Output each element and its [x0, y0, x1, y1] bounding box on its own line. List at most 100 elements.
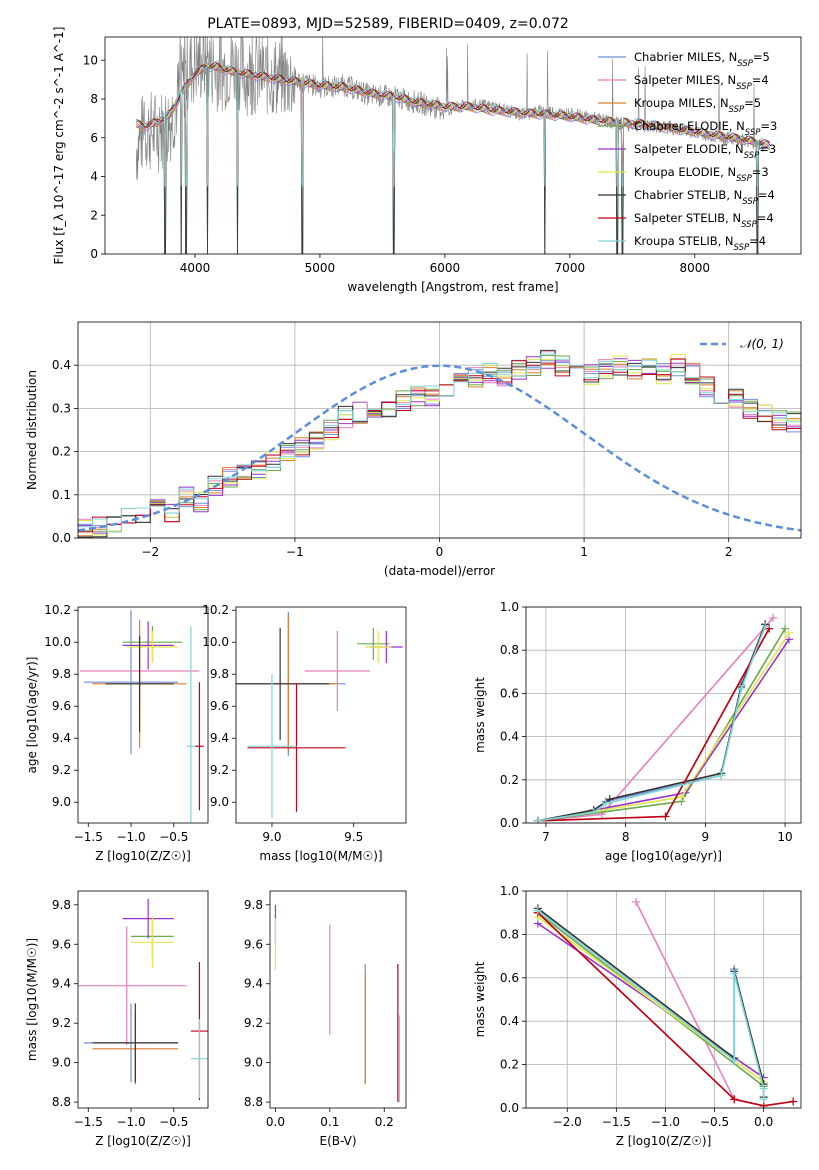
legend-label: Salpeter MILES, NSSP=4	[634, 73, 769, 92]
plus-marker	[661, 812, 670, 821]
y-tick-label: 9.6	[52, 699, 71, 713]
x-tick-label: −1.5	[602, 1115, 631, 1129]
errorbar-point	[83, 610, 179, 755]
spectrum-model-line	[135, 66, 771, 254]
y-tick-label: 0.2	[500, 1058, 519, 1072]
cumulative-mass-vs-Z-panel: −2.0 −1.5 −1.0 −0.5 0.0 0.0 0.2 0.4 0.6 0.8 1.0 Z […	[473, 884, 802, 1148]
age-vs-Z-frame	[77, 606, 209, 824]
x-tick-label: −1.0	[116, 830, 145, 844]
plus-marker	[759, 1084, 768, 1093]
x-tick-label: 0	[436, 545, 444, 559]
y-tick-label: 9.0	[52, 1056, 71, 1070]
plus-marker	[677, 793, 686, 802]
histogram-step-line	[78, 355, 801, 532]
spectrum-legend: Chabrier MILES, NSSP=5 Salpeter MILES, NS…	[598, 50, 777, 253]
x-tick-label: −0.5	[700, 1115, 729, 1129]
y-tick-label: 9.6	[52, 937, 71, 951]
legend-label: 𝒩(0, 1)	[740, 337, 784, 351]
plus-marker	[789, 1097, 798, 1106]
x-axis-label: Z [log10(Z/Z☉)]	[616, 1134, 712, 1148]
y-tick-label: 9.8	[244, 898, 263, 912]
y-tick-label: 8.8	[52, 1095, 71, 1109]
x-tick-label: −1	[286, 545, 304, 559]
spectrum-frame	[104, 36, 802, 255]
x-axis-label: age [log10(age/yr)]	[605, 849, 722, 863]
y-tick-label: 9.8	[52, 667, 71, 681]
age-vs-mass-plot-area	[236, 611, 403, 819]
y-tick-label: 1.0	[500, 884, 519, 898]
y-tick-label: 4	[90, 170, 98, 184]
x-tick-label: −0.5	[159, 830, 188, 844]
y-tick-label: 9.8	[210, 667, 229, 681]
x-tick-label: 9	[702, 830, 710, 844]
y-tick-label: 10.0	[202, 635, 229, 649]
x-tick-label: −1.0	[116, 1115, 145, 1129]
y-tick-label: 9.6	[210, 699, 229, 713]
cumulative-mass-vs-Z-plot-area	[533, 897, 798, 1108]
y-tick-label: 10.2	[202, 603, 229, 617]
x-tick-label: 9.5	[344, 830, 363, 844]
gaussian-curve	[78, 364, 801, 532]
y-tick-label: 9.2	[210, 763, 229, 777]
spectrum-panel: 4000 5000 6000 7000 8000 0 2 4 6 8 10 wavelength [A…	[52, 16, 802, 294]
plus-marker	[781, 624, 790, 633]
mass-vs-Z-frame	[77, 890, 209, 1109]
histogram-step-line	[78, 356, 801, 534]
x-tick-label: 9.0	[262, 830, 281, 844]
y-tick-label: 0.4	[52, 358, 71, 372]
y-tick-label: 9.8	[52, 898, 71, 912]
plus-marker	[759, 1095, 768, 1104]
cumulative-line	[537, 912, 794, 1107]
x-tick-label: −2.0	[553, 1115, 582, 1129]
plus-marker	[769, 613, 778, 622]
y-tick-label: 8.8	[244, 1095, 263, 1109]
cumulative-mass-vs-Z-frame	[525, 890, 802, 1109]
errorbar-point	[247, 674, 297, 819]
x-tick-label: −2	[141, 545, 159, 559]
mass-vs-ebv-plot-area	[274, 904, 401, 1103]
cumulative-mass-vs-age-frame	[525, 606, 802, 824]
mass-vs-Z-plot-area	[78, 898, 208, 1101]
plus-marker	[533, 906, 542, 915]
y-tick-label: 0.2	[52, 445, 71, 459]
y-tick-label: 0.1	[52, 488, 71, 502]
y-tick-label: 2	[90, 208, 98, 222]
plus-marker	[717, 771, 726, 780]
x-tick-label: 8000	[680, 261, 711, 275]
y-tick-label: 9.2	[52, 763, 71, 777]
plus-marker	[589, 808, 598, 817]
histogram-step-line	[78, 358, 801, 533]
age-vs-Z-panel: −1.5 −1.0 −0.5 9.0 9.2 9.4 9.6 9.8 10.0 10.2 Z [lo…	[25, 603, 209, 863]
x-tick-label: 7000	[555, 261, 586, 275]
errorbar-point	[356, 627, 390, 660]
age-vs-mass-panel: 9.0 9.5 9.0 9.2 9.4 9.6 9.8 10.0 10.2 mass [log10…	[202, 603, 407, 863]
y-tick-label: 9.2	[52, 1016, 71, 1030]
legend-label: Chabrier STELIB, NSSP=4	[634, 188, 775, 207]
plus-marker	[730, 1056, 739, 1065]
x-axis-label: Z [log10(Z/Z☉)]	[95, 1134, 191, 1148]
y-tick-label: 0.3	[52, 401, 71, 415]
y-tick-label: 0.0	[500, 816, 519, 830]
plus-marker	[737, 685, 746, 694]
histogram-step-line	[78, 349, 801, 538]
errorbar-point	[126, 631, 179, 663]
x-tick-label: 2	[725, 545, 733, 559]
spectrum-model-line	[135, 63, 771, 254]
x-tick-label: 0.0	[754, 1115, 773, 1129]
plus-marker	[533, 816, 542, 823]
x-tick-label: 5000	[305, 261, 336, 275]
y-tick-label: 0.6	[500, 686, 519, 700]
y-tick-label: 0.2	[500, 773, 519, 787]
legend-label: Kroupa MILES, NSSP=5	[634, 96, 761, 115]
y-tick-label: 8	[90, 92, 98, 106]
y-axis-label: mass weight	[473, 677, 487, 753]
y-axis-label: Flux [f_λ 10^-17 erg cm^-2 s^-1 A^-1]	[52, 27, 66, 265]
errorbar-point	[122, 621, 174, 670]
errorbar-point	[105, 635, 174, 732]
errorbar-point	[190, 1019, 208, 1099]
legend-label: Kroupa STELIB, NSSP=4	[634, 234, 766, 253]
y-axis-label: Normed distribution	[25, 370, 39, 490]
x-axis-label: mass [log10(M/M☉)]	[259, 849, 382, 863]
x-axis-label: Z [log10(Z/Z☉)]	[95, 849, 191, 863]
residuals-frame	[77, 321, 802, 539]
